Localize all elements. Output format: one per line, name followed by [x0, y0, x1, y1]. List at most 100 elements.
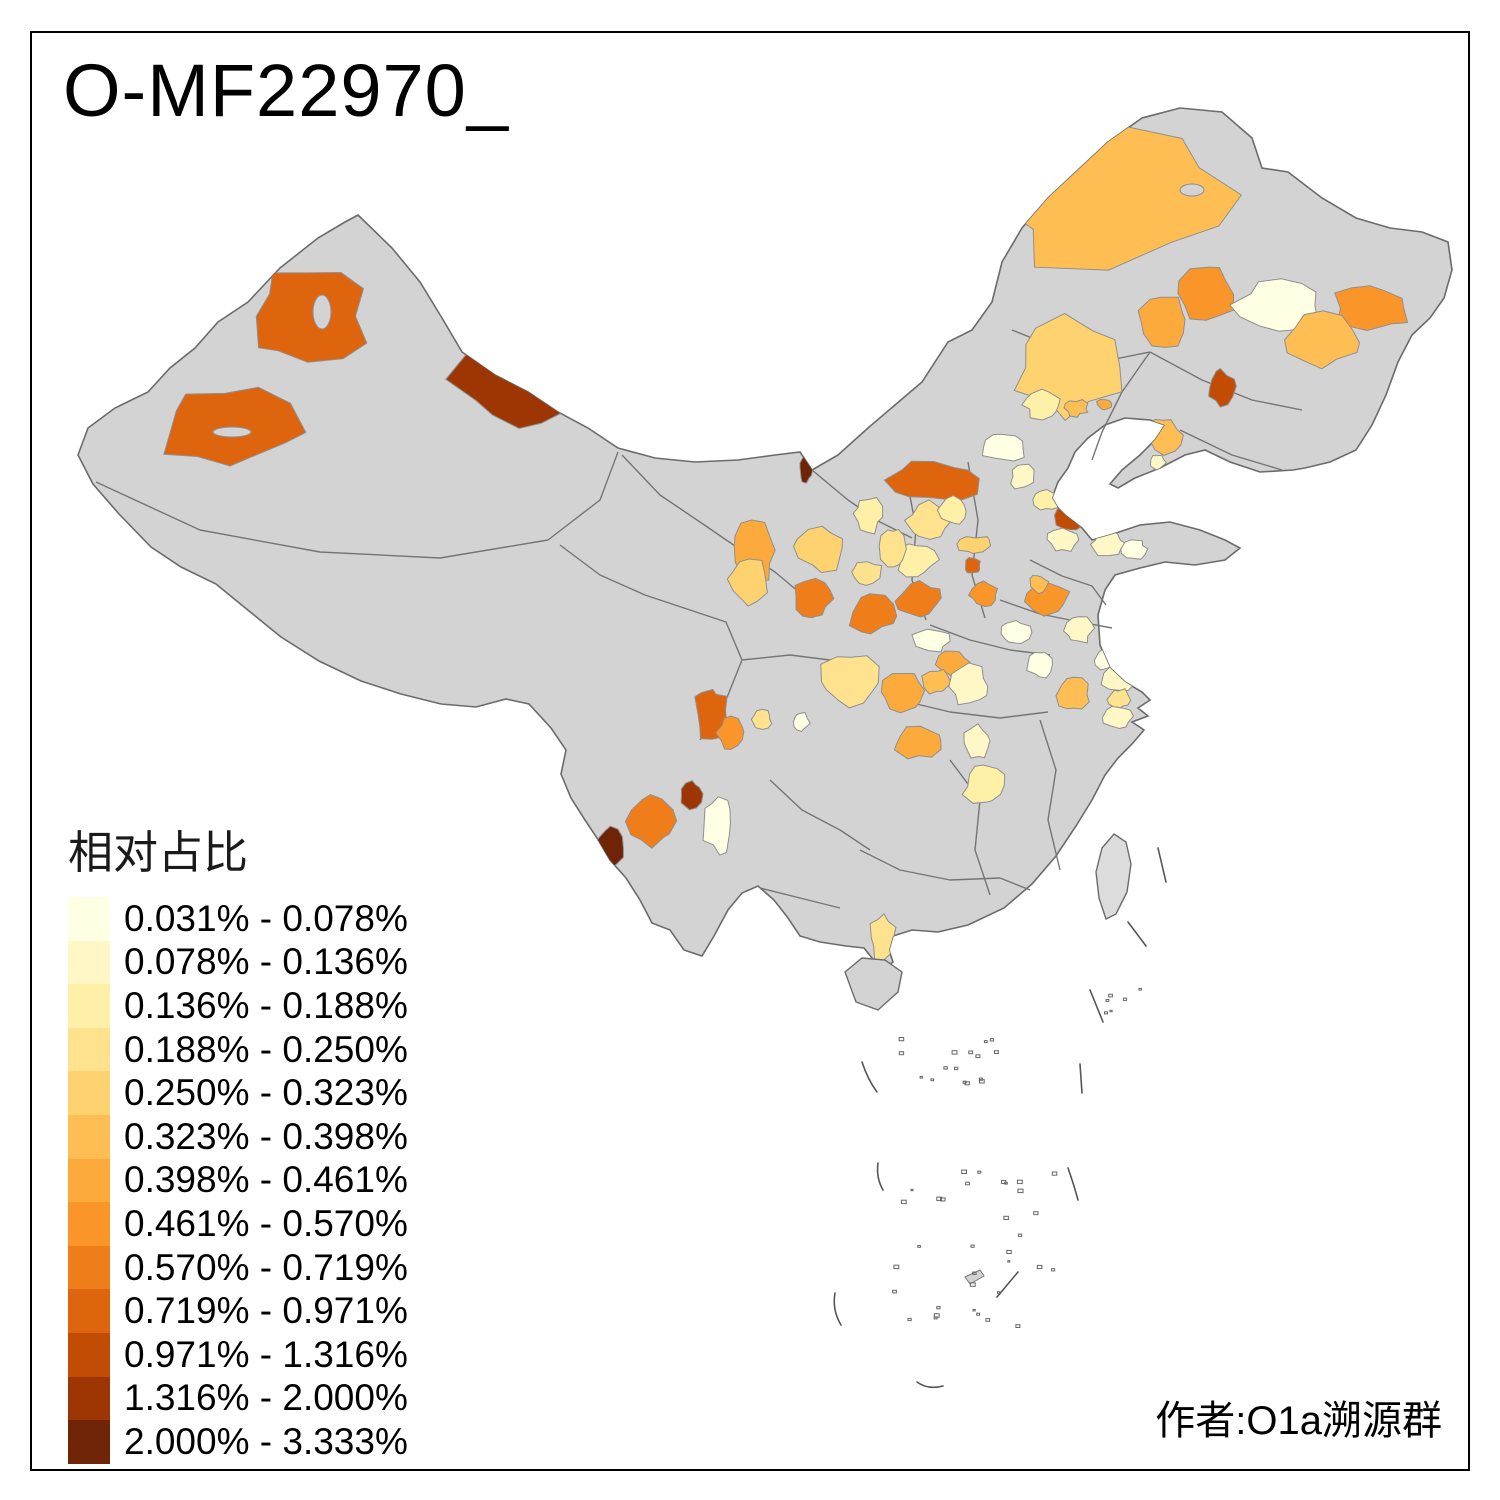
map-region: [820, 655, 880, 709]
map-region: [1177, 266, 1235, 321]
hainan-island: [844, 957, 903, 1011]
island-speck: [900, 1199, 907, 1205]
island-speck: [1051, 1171, 1058, 1176]
map-region: [851, 561, 883, 586]
legend-row: 0.188% - 0.250%: [68, 1027, 408, 1072]
legend-row: 0.078% - 0.136%: [68, 940, 408, 985]
map-region: [1055, 676, 1090, 710]
map-region: [1334, 285, 1409, 332]
legend-swatch: [68, 1420, 110, 1464]
map-region: [1029, 574, 1050, 595]
island-speck: [965, 1181, 970, 1186]
nine-dash-line: [833, 847, 1167, 1389]
island-speck: [1051, 1268, 1056, 1272]
island-speck: [964, 1081, 970, 1086]
legend-label: 0.188% - 0.250%: [124, 1028, 408, 1070]
map-region: [1101, 705, 1135, 730]
map-enclaves: [212, 183, 1205, 438]
island-speck: [917, 1245, 921, 1248]
legend-label: 0.461% - 0.570%: [124, 1202, 408, 1244]
island-speck: [1108, 993, 1113, 998]
island-speck: [919, 1076, 923, 1079]
island-speck: [1138, 987, 1142, 991]
taiwan-island: [1095, 833, 1132, 920]
map-region: [893, 725, 942, 760]
province-borders: [95, 329, 1303, 909]
map-region: [921, 668, 952, 695]
legend-row: 0.031% - 0.078%: [68, 897, 408, 941]
map-region: [794, 577, 835, 619]
map-region: [750, 708, 773, 730]
island-speck: [1104, 1011, 1108, 1015]
island-speck: [1017, 1233, 1023, 1237]
map-region: [911, 628, 951, 653]
legend-title: 相对占比: [68, 827, 249, 878]
legend-row: 0.461% - 0.570%: [68, 1202, 408, 1246]
island-speck: [930, 1078, 935, 1082]
island-speck: [951, 1050, 958, 1055]
legend-row: 0.398% - 0.461%: [68, 1158, 408, 1203]
map-region: [981, 433, 1025, 462]
map-region: [715, 715, 745, 750]
legend-label: 0.250% - 0.323%: [124, 1072, 408, 1114]
map-region: [967, 580, 999, 608]
island-speck: [1017, 1188, 1024, 1194]
map-region: [702, 796, 731, 856]
map-region: [1208, 367, 1237, 408]
map-region: [880, 672, 926, 714]
map-region: [680, 779, 704, 811]
legend-label: 0.971% - 1.316%: [124, 1333, 408, 1375]
map-region: [1096, 398, 1113, 411]
map-region: [624, 793, 678, 849]
map-region: [1063, 399, 1089, 418]
island-speck: [910, 1188, 914, 1192]
legend-label: 0.323% - 0.398%: [124, 1115, 408, 1157]
island-speck: [989, 1038, 994, 1042]
island-speck: [892, 1289, 897, 1294]
legend-row: 0.570% - 0.719%: [68, 1245, 408, 1290]
island-speck: [1007, 1260, 1011, 1263]
island-speck: [994, 1050, 999, 1054]
map-region: [1149, 454, 1167, 472]
map-region: [963, 723, 991, 759]
island-speck: [969, 1282, 976, 1287]
author-credit: 作者:O1a溯源群: [1155, 1399, 1442, 1443]
map-region: [852, 496, 884, 535]
island-speck: [933, 1316, 938, 1320]
legend-label: 0.398% - 0.461%: [124, 1159, 408, 1201]
legend-swatch: [68, 1289, 110, 1333]
map-region: [1021, 388, 1061, 421]
legend-label: 0.719% - 0.971%: [124, 1290, 408, 1332]
legend-row: 2.000% - 3.333%: [68, 1420, 408, 1464]
island-speck: [943, 1066, 948, 1070]
legend-swatch: [68, 1071, 110, 1115]
map-region: [1053, 499, 1088, 531]
island-speck: [977, 1170, 982, 1174]
map-region: [1000, 619, 1033, 644]
island-speck: [936, 1306, 941, 1310]
island-speck: [972, 1308, 976, 1312]
island-speck: [1004, 1181, 1008, 1185]
legend-swatch: [68, 984, 110, 1028]
island-speck: [997, 1291, 1001, 1294]
map-region: [936, 494, 967, 525]
island-speck: [972, 1271, 977, 1275]
island-speck: [1003, 1215, 1009, 1221]
legend-swatch: [68, 940, 110, 985]
legend-row: 0.323% - 0.398%: [68, 1114, 408, 1159]
legend-swatch: [68, 1158, 110, 1203]
map-region: [961, 764, 1006, 804]
map-region: [1063, 616, 1096, 644]
map-region: [1026, 651, 1054, 679]
legend-row: 0.719% - 0.971%: [68, 1289, 408, 1333]
legend-row: 1.316% - 2.000%: [68, 1376, 408, 1421]
legend-swatch: [68, 1114, 110, 1159]
map-region: [964, 556, 981, 574]
legend-swatch: [68, 1332, 110, 1377]
map-region: [1137, 296, 1186, 348]
island-speck: [1006, 1249, 1012, 1255]
legend-items: 0.031% - 0.078% 0.078% - 0.136% 0.136% - 0…: [68, 897, 408, 1464]
island-speck: [936, 1196, 943, 1201]
choropleth-regions: [163, 125, 1409, 963]
